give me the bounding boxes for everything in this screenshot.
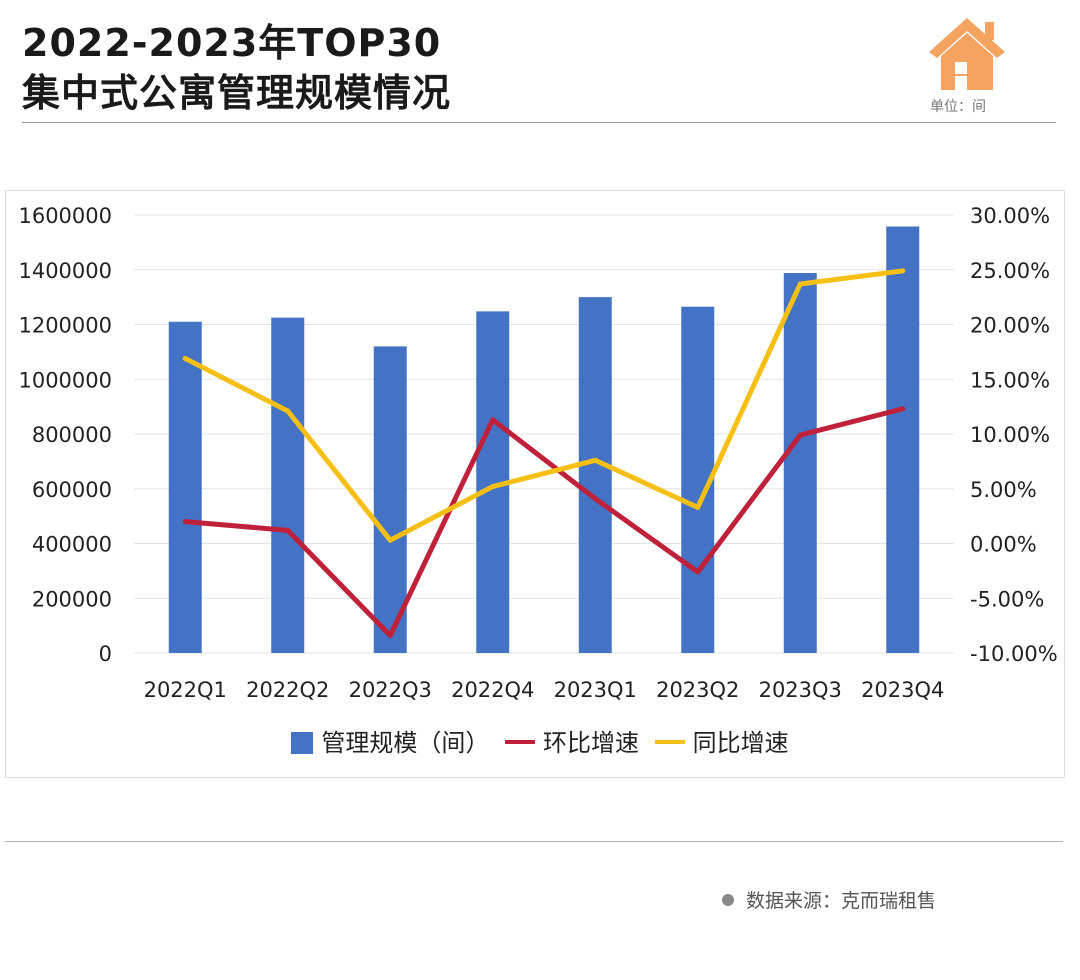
data-source: 数据来源：克而瑞租售 bbox=[722, 886, 936, 913]
legend-item-mom: 环比增速 bbox=[505, 723, 639, 758]
line-point bbox=[695, 504, 701, 510]
y-right-tick-label: -10.00% bbox=[970, 642, 1058, 666]
bar bbox=[783, 273, 817, 653]
legend-label-bars: 管理规模（间） bbox=[321, 729, 490, 757]
x-tick-label: 2022Q3 bbox=[349, 678, 432, 702]
header-divider bbox=[22, 122, 1056, 123]
chart-frame: 0 200000 400000 600000 800000 1000000 1200000 1… bbox=[5, 190, 1065, 778]
bar bbox=[373, 346, 407, 653]
bar bbox=[578, 297, 612, 653]
legend-swatch-yoy bbox=[654, 740, 685, 744]
legend-swatch-mom bbox=[505, 740, 535, 744]
bar bbox=[886, 226, 920, 653]
x-tick-label: 2022Q4 bbox=[451, 678, 534, 702]
page-title: 2022-2023年TOP30 集中式公寓管理规模情况 bbox=[22, 18, 451, 118]
y-right-tick-label: 5.00% bbox=[970, 478, 1037, 502]
x-tick-label: 2023Q2 bbox=[656, 678, 739, 702]
line-point bbox=[285, 408, 291, 414]
line-point bbox=[182, 355, 188, 361]
line-point bbox=[387, 537, 393, 543]
y-left-tick-label: 200000 bbox=[32, 587, 112, 611]
y-right-tick-label: -5.00% bbox=[970, 587, 1044, 611]
line-point bbox=[695, 569, 701, 575]
y-left-tick-label: 1600000 bbox=[18, 204, 112, 228]
legend-item-bars: 管理规模（间） bbox=[291, 723, 489, 758]
x-tick-label: 2023Q3 bbox=[759, 678, 842, 702]
x-tick-label: 2023Q1 bbox=[554, 678, 637, 702]
line-point bbox=[592, 457, 598, 463]
house-icon bbox=[929, 18, 1005, 90]
title-line-1: 2022-2023年TOP30 bbox=[22, 21, 442, 65]
x-tick-label: 2023Q4 bbox=[861, 678, 944, 702]
line-point bbox=[387, 632, 393, 638]
data-source-text: 数据来源：克而瑞租售 bbox=[746, 890, 937, 912]
line-point bbox=[900, 406, 906, 412]
line-point bbox=[900, 268, 906, 274]
y-right-tick-label: 20.00% bbox=[970, 314, 1050, 338]
legend-item-yoy: 同比增速 bbox=[654, 723, 789, 758]
unit-label: 单位：间 bbox=[930, 99, 986, 115]
bar bbox=[168, 321, 202, 653]
y-left-tick-label: 800000 bbox=[32, 423, 112, 447]
y-left-tick-label: 1000000 bbox=[18, 368, 112, 392]
x-tick-label: 2022Q1 bbox=[144, 678, 227, 702]
bar bbox=[271, 317, 305, 653]
y-left-tick-label: 400000 bbox=[32, 533, 112, 557]
line-point bbox=[592, 496, 598, 502]
line-point bbox=[285, 527, 291, 533]
bullet-dot-icon bbox=[722, 894, 734, 906]
line-point bbox=[797, 281, 803, 287]
y-left-tick-label: 1200000 bbox=[18, 314, 112, 338]
y-right-tick-label: 15.00% bbox=[970, 368, 1050, 392]
line-point bbox=[490, 484, 496, 490]
y-left-tick-label: 600000 bbox=[32, 478, 112, 502]
title-line-2: 集中式公寓管理规模情况 bbox=[22, 71, 452, 115]
line-point bbox=[182, 519, 188, 525]
line-point bbox=[797, 432, 803, 438]
series-line-yoy bbox=[182, 268, 906, 543]
y-left-tick-label: 1400000 bbox=[18, 259, 112, 283]
combo-chart: 0 200000 400000 600000 800000 1000000 1200000 1… bbox=[18, 204, 1058, 702]
y-right-tick-label: 30.00% bbox=[970, 204, 1050, 228]
legend-label-yoy: 同比增速 bbox=[692, 729, 789, 757]
y-right-tick-label: 10.00% bbox=[970, 423, 1050, 447]
y-left-tick-label: 0 bbox=[99, 642, 112, 666]
y-right-tick-label: 25.00% bbox=[970, 259, 1050, 283]
footer-divider bbox=[5, 841, 1063, 842]
line-point bbox=[490, 417, 496, 423]
y-right-tick-label: 0.00% bbox=[970, 533, 1037, 557]
chart-legend: 管理规模（间） 环比增速 同比增速 bbox=[0, 723, 1080, 763]
legend-label-mom: 环比增速 bbox=[543, 729, 639, 757]
x-tick-label: 2022Q2 bbox=[246, 678, 329, 702]
legend-swatch-bars bbox=[291, 732, 314, 754]
series-line-mom bbox=[182, 406, 906, 638]
